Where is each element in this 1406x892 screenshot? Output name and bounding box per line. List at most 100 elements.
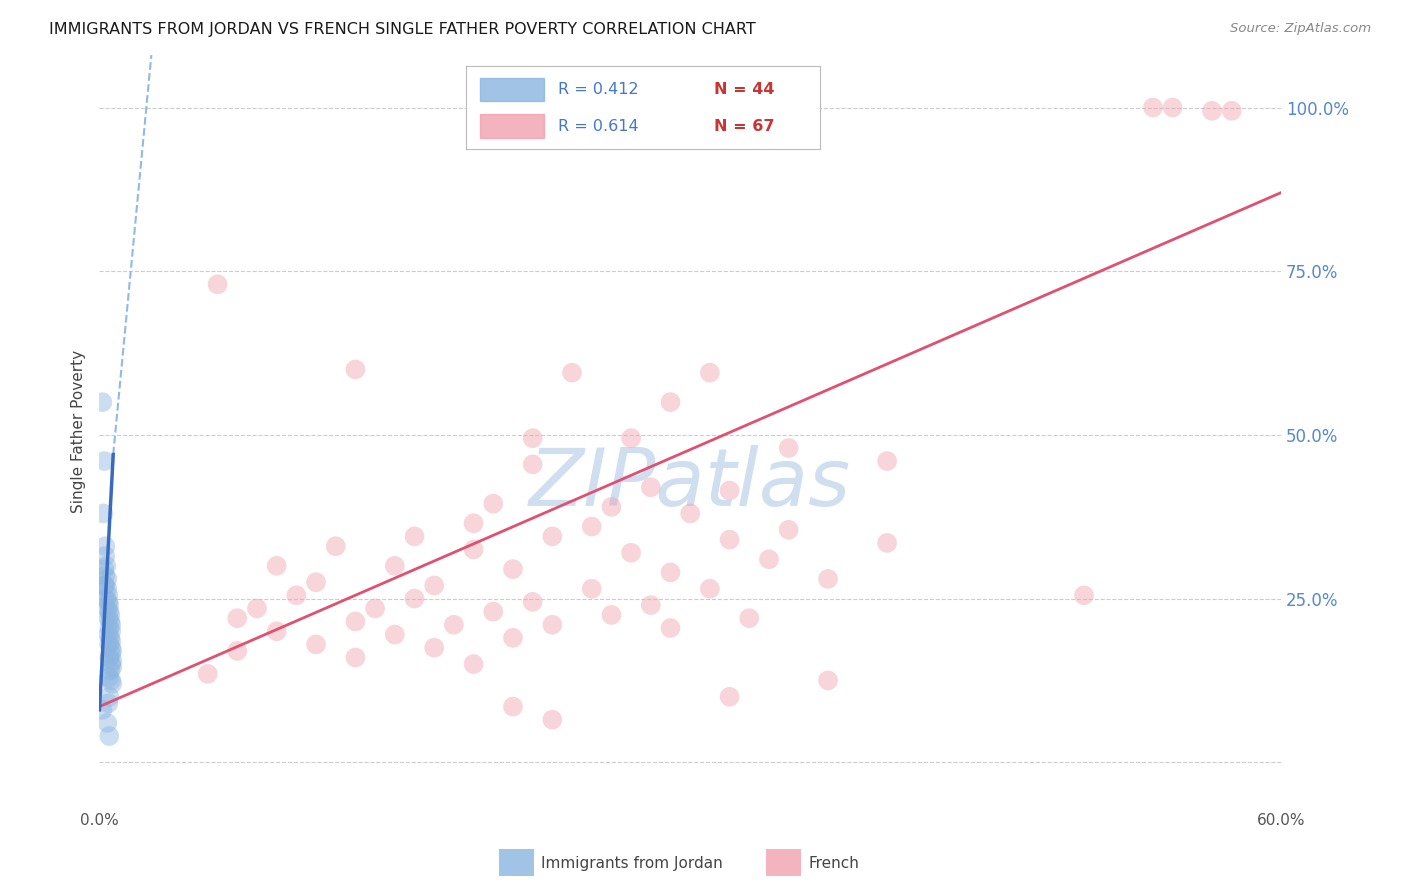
Point <box>423 578 446 592</box>
Point <box>718 690 741 704</box>
Point <box>699 366 721 380</box>
Point <box>96 582 118 596</box>
Point <box>246 601 269 615</box>
Point <box>98 664 121 678</box>
Text: Source: ZipAtlas.com: Source: ZipAtlas.com <box>1230 22 1371 36</box>
Text: IMMIGRANTS FROM JORDAN VS FRENCH SINGLE FATHER POVERTY CORRELATION CHART: IMMIGRANTS FROM JORDAN VS FRENCH SINGLE … <box>49 22 756 37</box>
Point <box>876 454 898 468</box>
Point <box>502 699 524 714</box>
Point <box>101 654 124 668</box>
Point <box>96 572 118 586</box>
Point <box>778 523 800 537</box>
Point <box>98 621 121 635</box>
Point <box>285 588 308 602</box>
Point <box>522 431 544 445</box>
Point <box>226 644 249 658</box>
Point <box>98 670 121 684</box>
Point <box>98 615 121 629</box>
Text: French: French <box>808 856 859 871</box>
Point <box>197 666 219 681</box>
Point <box>100 657 122 671</box>
Point <box>94 539 117 553</box>
Point <box>600 500 623 514</box>
Point <box>97 611 120 625</box>
Point <box>91 395 114 409</box>
Point <box>94 568 117 582</box>
Point <box>1073 588 1095 602</box>
Point <box>522 595 544 609</box>
Point <box>1161 101 1184 115</box>
Point <box>344 650 367 665</box>
Point <box>581 582 603 596</box>
Text: ZIPatlas: ZIPatlas <box>529 445 851 524</box>
Point <box>96 558 118 573</box>
Point <box>266 558 288 573</box>
Point <box>96 715 118 730</box>
Point <box>98 690 121 704</box>
Point <box>100 634 122 648</box>
Point <box>93 562 115 576</box>
Point <box>97 595 120 609</box>
Point <box>207 277 229 292</box>
Point <box>344 362 367 376</box>
Point <box>100 647 122 661</box>
Point <box>305 637 328 651</box>
Point <box>659 621 682 635</box>
Point <box>778 441 800 455</box>
Point <box>443 617 465 632</box>
Point <box>581 519 603 533</box>
Point <box>482 605 505 619</box>
Point <box>502 631 524 645</box>
Point <box>226 611 249 625</box>
Point <box>94 549 117 563</box>
Point <box>522 458 544 472</box>
Point <box>561 366 583 380</box>
Point <box>98 729 121 743</box>
Point <box>93 454 115 468</box>
Point <box>404 591 426 606</box>
Point <box>423 640 446 655</box>
Point <box>98 598 121 612</box>
Point <box>98 607 121 622</box>
Point <box>94 578 117 592</box>
Point <box>384 558 406 573</box>
Point <box>620 431 643 445</box>
Point <box>97 696 120 710</box>
Point <box>344 615 367 629</box>
Point <box>93 507 115 521</box>
Point <box>101 644 124 658</box>
Point <box>541 529 564 543</box>
Text: Immigrants from Jordan: Immigrants from Jordan <box>541 856 723 871</box>
Point <box>325 539 347 553</box>
Point <box>384 627 406 641</box>
Point <box>98 650 121 665</box>
Point <box>659 395 682 409</box>
Point <box>640 480 662 494</box>
Point <box>699 582 721 596</box>
Point <box>364 601 387 615</box>
Point <box>502 562 524 576</box>
Point <box>96 591 118 606</box>
Point <box>100 624 122 639</box>
Point <box>620 546 643 560</box>
Point <box>463 657 485 671</box>
Point <box>659 566 682 580</box>
Point <box>1220 103 1243 118</box>
Point <box>718 483 741 498</box>
Point <box>305 575 328 590</box>
Point <box>679 507 702 521</box>
Point <box>600 607 623 622</box>
Point <box>817 572 839 586</box>
Point <box>758 552 780 566</box>
Point <box>404 529 426 543</box>
Point <box>97 627 120 641</box>
Point <box>93 578 115 592</box>
Point <box>1201 103 1223 118</box>
Point <box>541 617 564 632</box>
Point <box>100 617 122 632</box>
Point <box>817 673 839 688</box>
Point <box>91 703 114 717</box>
Point <box>640 598 662 612</box>
Point <box>1142 101 1164 115</box>
Point <box>463 516 485 531</box>
